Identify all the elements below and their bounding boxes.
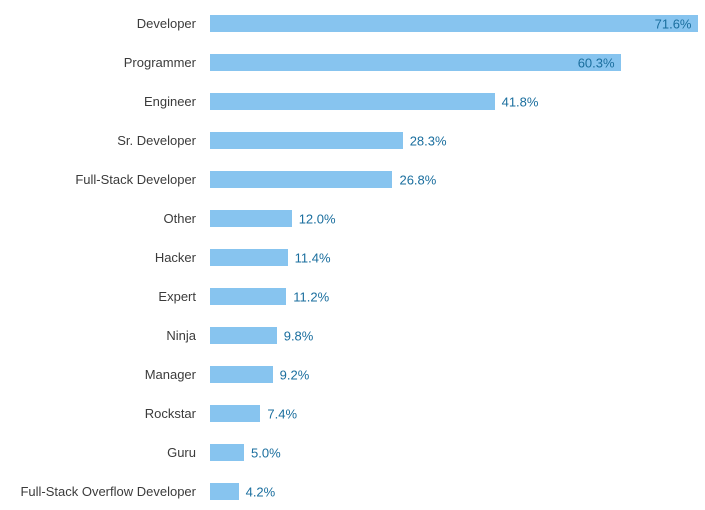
bar-area: 11.4% [210, 238, 705, 277]
bar [210, 132, 403, 149]
category-label: Full-Stack Overflow Developer [20, 484, 196, 499]
value-label: 11.2% [293, 289, 330, 304]
bar-row: Full-Stack Overflow Developer 4.2% [0, 472, 705, 510]
bar-area: 12.0% [210, 199, 705, 238]
bar-area: 71.6% [210, 4, 705, 43]
bar [210, 15, 698, 32]
bar-row: Guru 5.0% [0, 433, 705, 472]
bar-area: 28.3% [210, 121, 705, 160]
value-label: 5.0% [251, 445, 281, 460]
bar-area: 41.8% [210, 82, 705, 121]
bar [210, 54, 621, 71]
bar [210, 483, 239, 500]
bar-area: 60.3% [210, 43, 705, 82]
category-label: Other [163, 211, 196, 226]
bar-area: 4.2% [210, 472, 705, 510]
bar-row: Engineer 41.8% [0, 82, 705, 121]
bar-row: Developer 71.6% [0, 4, 705, 43]
bar-row: Programmer 60.3% [0, 43, 705, 82]
category-label: Expert [158, 289, 196, 304]
category-label: Guru [167, 445, 196, 460]
bar-row: Hacker 11.4% [0, 238, 705, 277]
bar-row: Ninja 9.8% [0, 316, 705, 355]
bar [210, 210, 292, 227]
bar-row: Rockstar 7.4% [0, 394, 705, 433]
bar [210, 327, 277, 344]
bar-row: Manager 9.2% [0, 355, 705, 394]
value-label: 9.2% [279, 367, 310, 382]
category-label: Hacker [154, 250, 196, 265]
value-label: 60.3% [577, 55, 615, 70]
category-label: Full-Stack Developer [75, 172, 196, 187]
value-label: 41.8% [501, 94, 539, 109]
bar-row: Sr. Developer 28.3% [0, 121, 705, 160]
bar [210, 171, 393, 188]
value-label: 11.4% [294, 250, 331, 265]
bar [210, 444, 245, 461]
bar [210, 249, 288, 266]
category-label: Rockstar [144, 406, 196, 421]
category-label: Ninja [166, 328, 196, 343]
value-label: 7.4% [267, 406, 298, 421]
value-label: 71.6% [654, 16, 692, 31]
bar-row: Other 12.0% [0, 199, 705, 238]
bar [210, 366, 273, 383]
value-label: 4.2% [245, 484, 276, 499]
bar-area: 26.8% [210, 160, 705, 199]
category-label: Programmer [123, 55, 196, 70]
value-label: 28.3% [409, 133, 447, 148]
value-label: 9.8% [283, 328, 314, 343]
bar-row: Full-Stack Developer 26.8% [0, 160, 705, 199]
bar [210, 93, 495, 110]
bar-area: 5.0% [210, 433, 705, 472]
bar-row: Expert 11.2% [0, 277, 705, 316]
bar-area: 7.4% [210, 394, 705, 433]
bar-area: 9.2% [210, 355, 705, 394]
bar-area: 11.2% [210, 277, 705, 316]
category-label: Sr. Developer [117, 133, 196, 148]
category-label: Manager [144, 367, 196, 382]
bar [210, 288, 287, 305]
value-label: 12.0% [298, 211, 336, 226]
category-label: Developer [136, 16, 196, 31]
value-label: 26.8% [399, 172, 437, 187]
category-label: Engineer [143, 94, 196, 109]
bar [210, 405, 261, 422]
bar-area: 9.8% [210, 316, 705, 355]
